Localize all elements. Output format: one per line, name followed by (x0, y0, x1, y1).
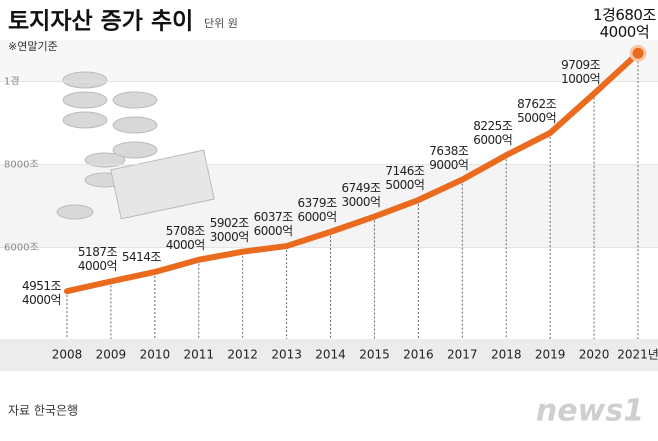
line (64, 50, 641, 295)
x-tick-label: 2018 (491, 348, 522, 362)
x-tick-label: 2008 (52, 348, 83, 362)
value-label: 8225조 6000억 (473, 119, 513, 148)
end-marker (629, 44, 647, 62)
source: 자료 한국은행 (8, 403, 78, 418)
unit: 단위 원 (204, 17, 238, 30)
value-label: 4951조 4000억 (22, 279, 62, 308)
value-label: 5187조 4000억 (77, 245, 118, 274)
x-tick-label: 2011 (183, 348, 214, 362)
y-tick-label: 6000조 (4, 243, 39, 254)
x-tick-label: 2010 (140, 348, 171, 362)
value-label: 1경680조 4000억 (593, 6, 656, 42)
x-tick-label: 2017 (447, 348, 478, 362)
coins (56, 71, 215, 220)
value-label: 9709조 1000억 (561, 57, 601, 86)
x-tick-label: 2015 (359, 348, 390, 362)
x-tick-label: 2019 (535, 348, 566, 362)
band (0, 40, 658, 82)
note: ※연말기준 (8, 40, 58, 53)
logo: news1 (536, 394, 644, 429)
chart-title: 토지자산 증가 추이 (8, 9, 193, 35)
value-label: 5902조 3000억 (209, 215, 250, 244)
band (0, 248, 658, 339)
value-label: 8762조 5000억 (517, 96, 557, 125)
value-label: 5708조 4000억 (165, 223, 206, 252)
value-label: 7638조 9000억 (429, 143, 469, 172)
value-label: 6379조 6000억 (297, 195, 338, 224)
y-tick-label: 8000조 (4, 160, 39, 171)
axis-band (0, 339, 658, 371)
value-label: 6749조 3000억 (341, 180, 381, 209)
x-tick-label: 2014 (315, 348, 346, 362)
x-tick-label: 2009 (96, 348, 127, 362)
x-tick-label: 2013 (271, 348, 302, 362)
x-tick-label: 2021년 (617, 348, 658, 362)
band (0, 82, 658, 165)
x-tick-label: 2012 (227, 348, 258, 362)
x-tick-label: 2020 (579, 348, 610, 362)
x-tick-label: 2016 (403, 348, 434, 362)
y-tick-label: 1경 (4, 75, 20, 88)
value-label: 6037조 6000억 (253, 210, 294, 239)
value-label: 7146조 5000억 (385, 164, 425, 193)
value-label: 5414조 (121, 249, 162, 264)
